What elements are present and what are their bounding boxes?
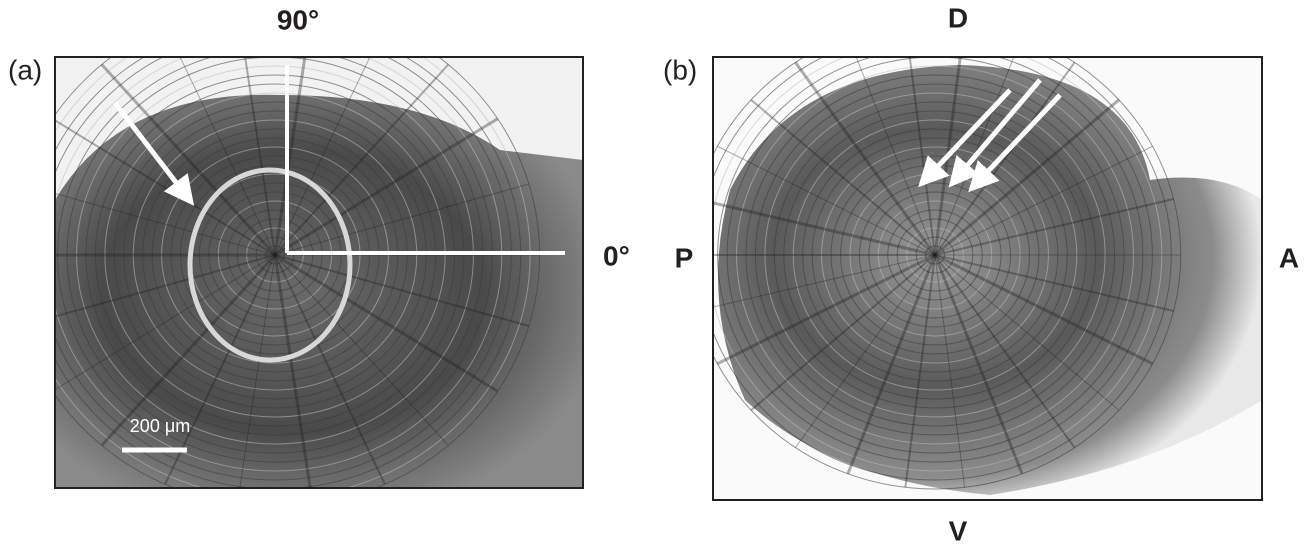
texture — [868, 191, 1002, 319]
orientation-label: V — [949, 515, 968, 546]
texture — [750, 254, 936, 411]
texture — [773, 101, 1097, 409]
texture — [934, 57, 1015, 256]
texture — [55, 254, 276, 318]
texture — [934, 253, 1154, 366]
texture — [164, 254, 276, 485]
texture — [750, 99, 936, 256]
texture — [716, 253, 936, 366]
texture — [713, 57, 1163, 472]
texture — [802, 128, 1068, 382]
texture — [933, 254, 1024, 475]
texture — [274, 254, 386, 485]
micrograph-b — [713, 57, 1262, 500]
texture — [906, 227, 964, 283]
texture — [244, 57, 276, 256]
texture — [274, 63, 450, 256]
orientation-label: A — [1279, 242, 1299, 273]
micrograph-a: 200 μm — [55, 57, 583, 488]
texture — [908, 57, 936, 256]
texture — [933, 57, 962, 256]
texture — [934, 198, 1174, 256]
texture — [934, 254, 966, 488]
texture — [795, 254, 936, 448]
texture — [764, 92, 1106, 418]
panel-label: (b) — [663, 54, 697, 85]
frame-b — [712, 56, 1263, 501]
texture — [274, 117, 499, 257]
texture — [274, 57, 371, 256]
frame-a — [54, 56, 584, 489]
texture — [754, 83, 1116, 427]
texture — [745, 74, 1125, 436]
panel-label: (a) — [8, 54, 42, 85]
scale-bar-label: 200 μm — [130, 416, 190, 436]
orientation-label: D — [948, 2, 968, 33]
texture — [794, 61, 937, 256]
texture — [783, 110, 1087, 400]
texture — [55, 119, 276, 256]
texture — [915, 236, 955, 274]
texture — [274, 254, 530, 327]
texture — [713, 57, 1172, 481]
texture — [896, 218, 974, 292]
angle-label: 0° — [603, 240, 630, 271]
texture — [934, 254, 1174, 312]
texture — [877, 200, 993, 310]
texture — [846, 254, 937, 475]
texture — [934, 145, 1153, 256]
texture — [934, 254, 1076, 449]
texture — [100, 253, 277, 447]
texture — [925, 245, 945, 265]
texture — [55, 254, 276, 391]
texture — [55, 192, 276, 256]
texture — [726, 57, 1144, 454]
texture — [179, 57, 276, 256]
texture — [713, 254, 936, 308]
texture — [713, 201, 936, 257]
texture — [265, 245, 285, 265]
texture — [904, 254, 936, 488]
texture — [821, 146, 1049, 364]
texture — [713, 57, 1182, 490]
texture — [811, 137, 1059, 373]
texture — [100, 63, 277, 257]
texture — [717, 145, 936, 256]
texture — [736, 65, 1134, 445]
orientation-label: P — [675, 242, 694, 273]
texture — [274, 183, 530, 256]
texture — [934, 98, 1120, 257]
texture — [934, 61, 1076, 256]
texture — [273, 254, 312, 488]
texture — [855, 57, 936, 256]
angle-label: 90° — [277, 4, 319, 35]
texture — [273, 57, 307, 256]
texture — [274, 253, 499, 393]
texture — [792, 119, 1078, 391]
texture — [274, 254, 449, 446]
texture — [239, 254, 276, 488]
texture — [934, 254, 1120, 411]
texture — [717, 57, 1153, 463]
texture — [887, 209, 983, 301]
